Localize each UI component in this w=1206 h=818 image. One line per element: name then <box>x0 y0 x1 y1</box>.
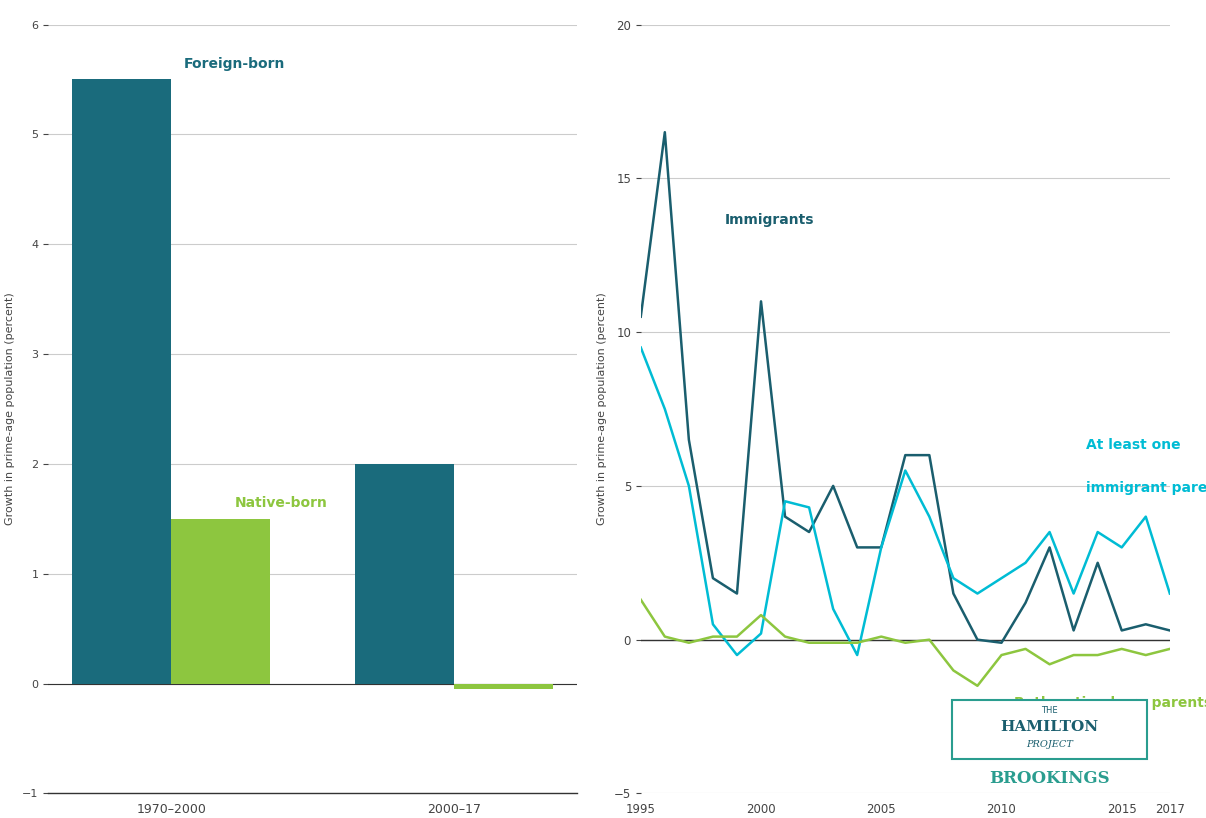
Text: BROOKINGS: BROOKINGS <box>989 771 1110 787</box>
Text: Immigrants: Immigrants <box>725 213 814 227</box>
Text: Foreign-born: Foreign-born <box>185 56 286 70</box>
Text: HAMILTON: HAMILTON <box>1000 720 1099 734</box>
Y-axis label: Growth in prime-age population (percent): Growth in prime-age population (percent) <box>597 293 607 525</box>
FancyBboxPatch shape <box>952 700 1147 759</box>
Bar <box>171 519 270 684</box>
Text: At least one: At least one <box>1085 438 1181 452</box>
Text: Both native-born parents: Both native-born parents <box>1013 696 1206 710</box>
Y-axis label: Growth in prime-age population (percent): Growth in prime-age population (percent) <box>5 293 16 525</box>
Text: THE: THE <box>1041 705 1058 715</box>
Text: immigrant parent: immigrant parent <box>1085 481 1206 495</box>
Text: Native-born: Native-born <box>235 496 328 510</box>
Bar <box>356 464 455 684</box>
Text: PROJECT: PROJECT <box>1026 739 1072 749</box>
Bar <box>455 684 554 689</box>
Bar <box>72 79 171 684</box>
